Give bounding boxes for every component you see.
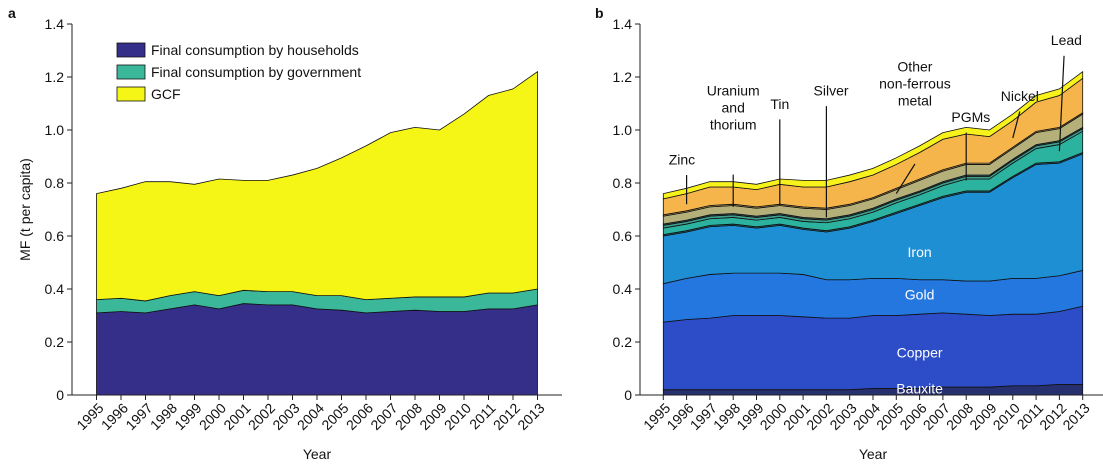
x-tick-label: 2013 xyxy=(1059,400,1092,433)
area-label: Iron xyxy=(908,244,932,260)
y-tick-label: 0.6 xyxy=(45,228,65,244)
y-tick-label: 1.0 xyxy=(613,122,633,138)
x-tick-label: 2006 xyxy=(343,400,376,433)
y-tick-label: 0.4 xyxy=(613,281,633,297)
leader-line xyxy=(1058,55,1065,152)
panel: b00.20.40.60.81.01.21.419951996199719981… xyxy=(595,5,1103,462)
x-tick-label: 2001 xyxy=(220,400,253,433)
area-label: Copper xyxy=(897,345,943,361)
x-tick-label: 2010 xyxy=(441,400,474,433)
x-tick-label: 1995 xyxy=(73,400,106,433)
x-tick-label: 2000 xyxy=(196,400,229,433)
x-tick-label: 2013 xyxy=(514,400,547,433)
leader-line xyxy=(895,163,916,194)
annotation: Nickel xyxy=(1001,88,1039,104)
x-tick-label: 2004 xyxy=(294,400,327,433)
area-label: Bauxite xyxy=(896,380,943,396)
y-tick-label: 1.0 xyxy=(45,122,65,138)
x-tick-label: 2009 xyxy=(416,400,449,433)
y-tick-label: 0.2 xyxy=(45,334,65,350)
panel-label: b xyxy=(595,5,604,21)
y-axis-label: MF (t per capita) xyxy=(17,158,33,261)
y-tick-label: 1.4 xyxy=(45,16,65,32)
area xyxy=(662,305,1084,391)
x-tick-label: 1998 xyxy=(147,400,180,433)
annotation: Tin xyxy=(770,96,789,112)
x-tick-label: 2003 xyxy=(269,400,302,433)
legend-label: Final consumption by government xyxy=(151,64,361,80)
x-axis-label: Year xyxy=(303,446,332,462)
y-tick-label: 0.4 xyxy=(45,281,65,297)
leader-line xyxy=(1012,111,1021,139)
y-tick-label: 0 xyxy=(624,387,632,403)
x-tick-label: 1996 xyxy=(98,400,131,433)
legend-label: GCF xyxy=(151,86,181,102)
x-tick-label: 2008 xyxy=(392,400,425,433)
legend-swatch xyxy=(116,42,146,58)
y-tick-label: 0.6 xyxy=(613,228,633,244)
x-tick-label: 1999 xyxy=(171,400,204,433)
panel: a 0 0.2 0.4 0.6 0.8 1.0 1.2 1.4 19951996199719981… xyxy=(8,5,562,462)
annotation: Silver xyxy=(814,83,849,99)
area xyxy=(662,70,1084,200)
x-tick-label: 2011 xyxy=(466,400,499,433)
annotation: PGMs xyxy=(951,109,990,125)
y-tick-label: 1.2 xyxy=(45,69,65,85)
x-tick-label: 2002 xyxy=(245,400,278,433)
area xyxy=(96,70,538,302)
annotation: Zinc xyxy=(669,151,695,167)
panel-label: a xyxy=(8,5,16,21)
x-tick-label: 2007 xyxy=(367,400,400,433)
legend-label: Final consumption by households xyxy=(151,42,359,58)
legend-swatch xyxy=(116,86,146,102)
annotation: Lead xyxy=(1051,32,1082,48)
x-tick-label: 2012 xyxy=(490,400,523,433)
x-tick-label: 1997 xyxy=(122,400,155,433)
x-tick-label: 2005 xyxy=(318,400,351,433)
legend-swatch xyxy=(116,64,146,80)
area xyxy=(96,303,538,396)
y-tick-label: 0.2 xyxy=(613,334,633,350)
area-label: Gold xyxy=(905,286,935,302)
y-tick-label: 1.4 xyxy=(613,16,633,32)
annotation: Other non-ferrous metal xyxy=(879,59,951,109)
annotation: Uranium and thorium xyxy=(707,83,760,133)
y-tick-label: 1.2 xyxy=(613,69,633,85)
y-tick-label: 0.8 xyxy=(613,175,633,191)
y-tick-label: 0.8 xyxy=(45,175,65,191)
x-axis-label: Year xyxy=(859,446,888,462)
y-tick-label: 0 xyxy=(56,387,64,403)
